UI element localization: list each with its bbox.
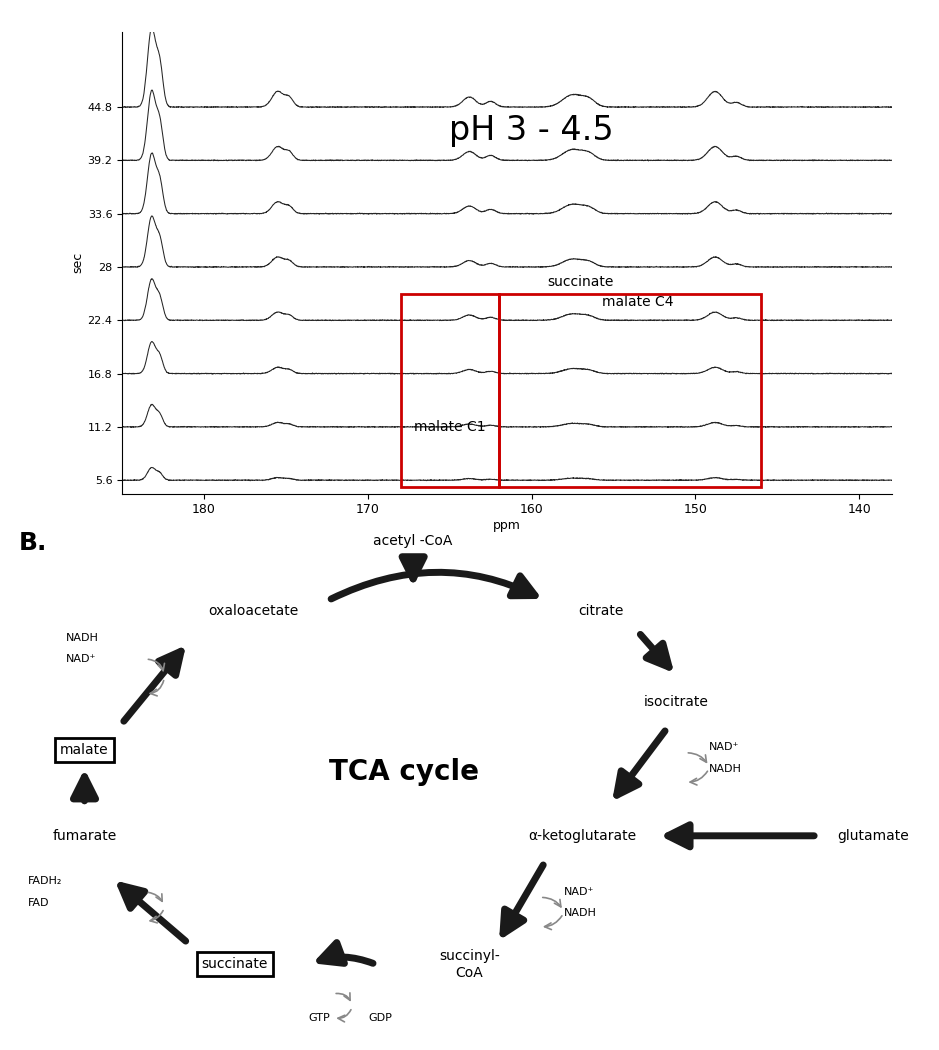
Text: malate: malate [60,743,109,757]
Text: oxaloacetate: oxaloacetate [208,604,299,617]
Text: NAD⁺: NAD⁺ [66,654,96,664]
Bar [499,294,761,487]
Text: succinate: succinate [547,275,614,289]
Bar [401,294,499,487]
Text: isocitrate: isocitrate [643,695,709,709]
Text: acetyl -CoA: acetyl -CoA [374,534,453,548]
Text: α-ketoglutarate: α-ketoglutarate [528,828,637,843]
Text: FAD: FAD [28,898,50,908]
Text: fumarate: fumarate [53,828,116,843]
Text: GTP: GTP [308,1013,331,1023]
Text: malate C1: malate C1 [414,420,485,434]
Text: FADH₂: FADH₂ [28,877,63,886]
Text: NADH: NADH [709,763,742,774]
Text: NAD⁺: NAD⁺ [563,887,593,897]
X-axis label: ppm: ppm [493,519,521,532]
Text: glutamate: glutamate [838,828,909,843]
Y-axis label: sec: sec [71,252,85,273]
Text: malate C4: malate C4 [603,295,674,309]
Text: TCA cycle: TCA cycle [329,757,479,785]
Text: succinate: succinate [202,958,268,971]
Text: GDP: GDP [368,1013,393,1023]
Text: pH 3 - 4.5: pH 3 - 4.5 [450,114,614,147]
Text: NADH: NADH [66,633,99,643]
Text: citrate: citrate [578,604,623,617]
Text: B.: B. [19,530,47,554]
Text: NAD⁺: NAD⁺ [709,742,739,753]
Text: succinyl-
CoA: succinyl- CoA [439,948,500,980]
Text: NADH: NADH [563,908,596,919]
